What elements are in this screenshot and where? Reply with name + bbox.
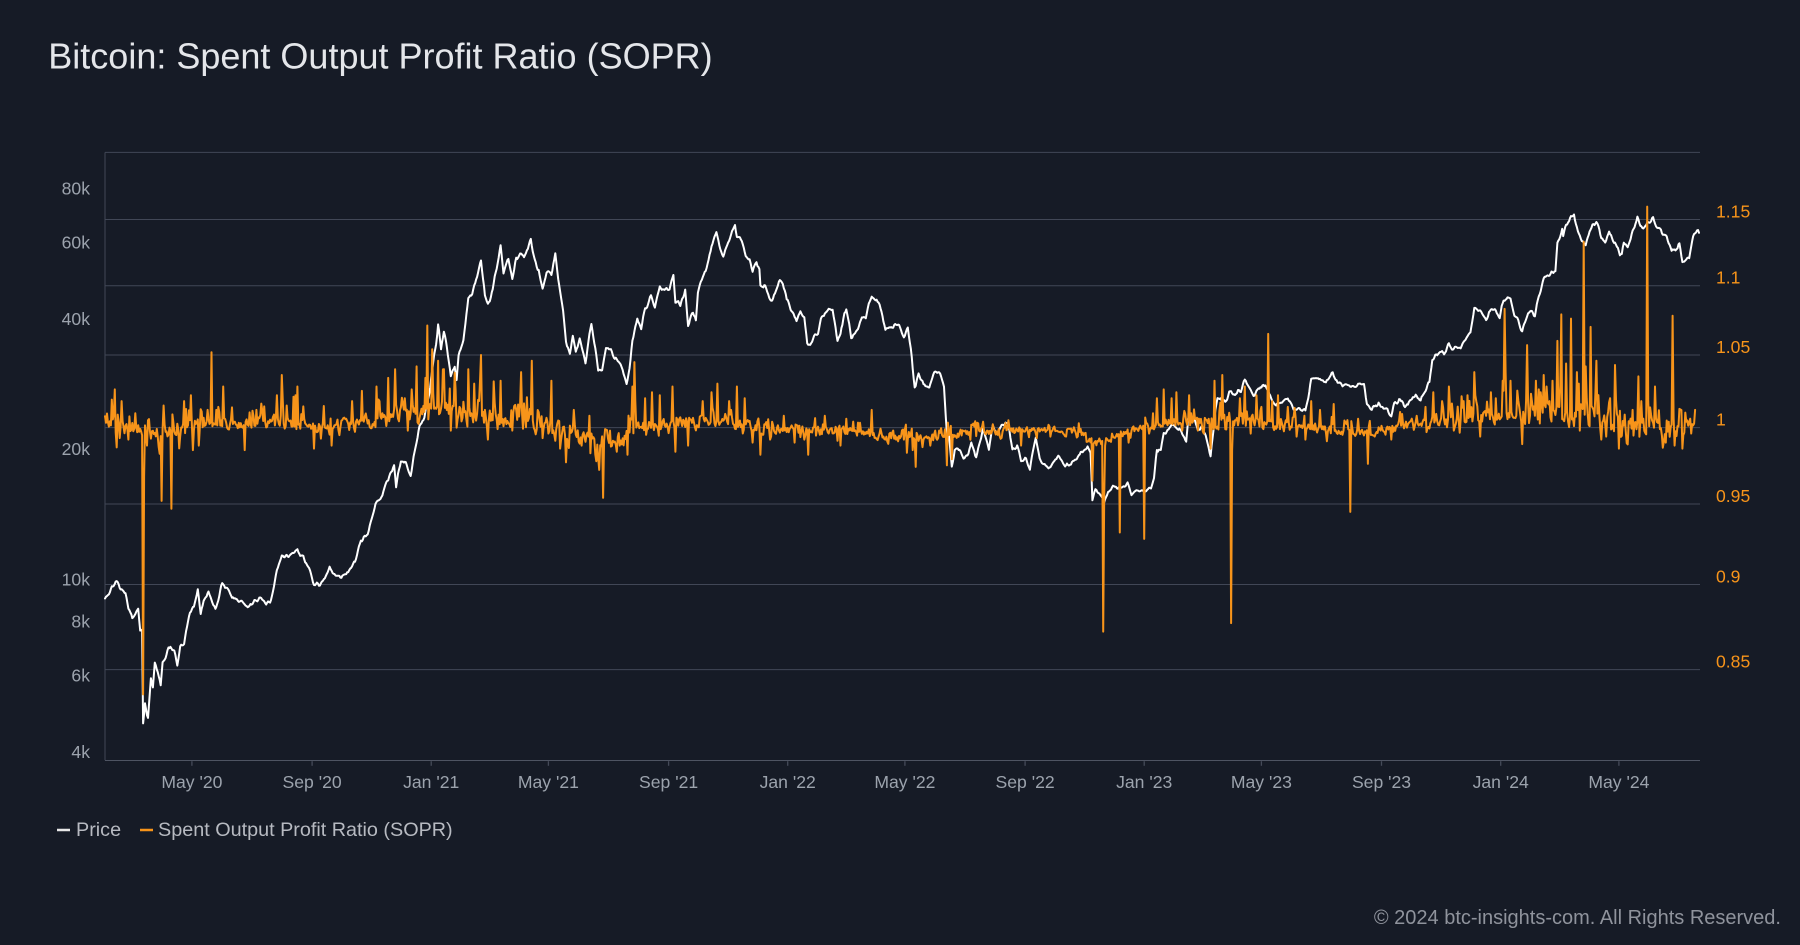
svg-text:Jan '22: Jan '22 <box>760 772 816 792</box>
svg-text:1: 1 <box>1716 410 1726 430</box>
svg-text:Jan '24: Jan '24 <box>1473 772 1529 792</box>
svg-text:80k: 80k <box>62 179 91 199</box>
svg-text:Sep '20: Sep '20 <box>283 772 342 792</box>
svg-text:May '24: May '24 <box>1588 772 1649 792</box>
svg-text:Spent Output Profit Ratio (SOP: Spent Output Profit Ratio (SOPR) <box>158 819 453 841</box>
svg-text:May '20: May '20 <box>161 772 222 792</box>
svg-text:8k: 8k <box>71 612 90 632</box>
svg-text:0.95: 0.95 <box>1716 486 1750 506</box>
svg-text:Bitcoin: Spent Output Profit R: Bitcoin: Spent Output Profit Ratio (SOPR… <box>48 36 712 77</box>
svg-text:Price: Price <box>76 819 121 841</box>
svg-text:20k: 20k <box>62 439 91 459</box>
svg-text:4k: 4k <box>71 742 90 762</box>
svg-text:Sep '23: Sep '23 <box>1352 772 1411 792</box>
svg-text:Sep '21: Sep '21 <box>639 772 698 792</box>
svg-text:1.05: 1.05 <box>1716 337 1750 357</box>
svg-text:1.1: 1.1 <box>1716 268 1740 288</box>
svg-text:60k: 60k <box>62 233 91 253</box>
svg-text:© 2024 btc-insights-com. All R: © 2024 btc-insights-com. All Rights Rese… <box>1374 907 1781 929</box>
svg-text:1.15: 1.15 <box>1716 202 1750 222</box>
svg-text:Sep '22: Sep '22 <box>996 772 1055 792</box>
svg-text:6k: 6k <box>71 666 90 686</box>
svg-text:Jan '21: Jan '21 <box>403 772 459 792</box>
svg-text:10k: 10k <box>62 570 91 590</box>
svg-text:May '22: May '22 <box>874 772 935 792</box>
svg-text:Jan '23: Jan '23 <box>1116 772 1172 792</box>
svg-text:0.85: 0.85 <box>1716 652 1750 672</box>
svg-text:40k: 40k <box>62 309 91 329</box>
svg-text:May '21: May '21 <box>518 772 579 792</box>
svg-text:0.9: 0.9 <box>1716 567 1740 587</box>
svg-text:May '23: May '23 <box>1231 772 1292 792</box>
